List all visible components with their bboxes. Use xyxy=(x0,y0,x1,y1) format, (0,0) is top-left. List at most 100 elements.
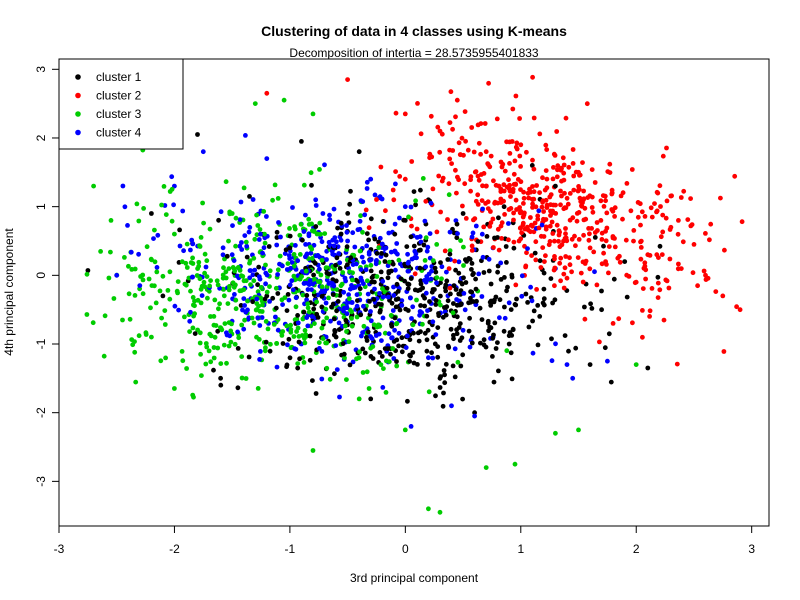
data-point-cluster-2 xyxy=(587,245,593,251)
data-point-cluster-2 xyxy=(732,173,738,179)
data-point-cluster-4 xyxy=(229,252,235,258)
data-point-cluster-2 xyxy=(542,259,547,264)
data-point-cluster-1 xyxy=(587,362,593,367)
data-point-cluster-4 xyxy=(368,309,373,314)
data-point-cluster-4 xyxy=(332,235,338,241)
data-point-cluster-1 xyxy=(374,251,380,256)
data-point-cluster-4 xyxy=(346,292,351,298)
data-point-cluster-2 xyxy=(488,209,493,214)
data-point-cluster-3 xyxy=(297,232,303,238)
data-point-cluster-1 xyxy=(398,276,404,282)
data-point-cluster-2 xyxy=(567,191,573,196)
data-point-cluster-4 xyxy=(331,281,336,287)
data-point-cluster-3 xyxy=(255,386,261,391)
data-point-cluster-1 xyxy=(502,304,507,310)
data-point-cluster-4 xyxy=(273,314,278,320)
data-point-cluster-4 xyxy=(280,302,285,307)
data-point-cluster-2 xyxy=(468,188,473,194)
data-point-cluster-2 xyxy=(475,173,481,179)
data-point-cluster-3 xyxy=(211,314,217,319)
data-point-cluster-1 xyxy=(378,308,383,313)
data-point-cluster-1 xyxy=(286,336,292,342)
data-point-cluster-3 xyxy=(287,226,292,231)
data-point-cluster-1 xyxy=(531,308,537,314)
data-point-cluster-1 xyxy=(338,220,344,226)
data-point-cluster-2 xyxy=(639,209,645,215)
data-point-cluster-2 xyxy=(518,164,523,169)
data-point-cluster-3 xyxy=(84,271,90,277)
data-point-cluster-2 xyxy=(535,216,541,222)
data-point-cluster-3 xyxy=(364,369,370,375)
data-point-cluster-2 xyxy=(453,114,458,120)
data-point-cluster-4 xyxy=(364,186,370,191)
data-point-cluster-1 xyxy=(365,329,371,335)
data-point-cluster-3 xyxy=(296,334,302,339)
data-point-cluster-3 xyxy=(361,323,367,329)
data-point-cluster-2 xyxy=(552,283,557,289)
data-point-cluster-1 xyxy=(408,234,414,240)
data-point-cluster-3 xyxy=(339,281,345,287)
data-point-cluster-4 xyxy=(376,331,382,337)
data-point-cluster-4 xyxy=(190,241,196,247)
data-point-cluster-3 xyxy=(285,261,291,266)
data-point-cluster-3 xyxy=(195,327,201,333)
data-point-cluster-2 xyxy=(495,226,501,232)
data-point-cluster-3 xyxy=(273,285,279,291)
data-point-cluster-2 xyxy=(383,208,388,214)
data-point-cluster-4 xyxy=(425,308,430,313)
data-point-cluster-2 xyxy=(560,155,566,161)
data-point-cluster-3 xyxy=(288,322,293,328)
legend-label-1: cluster 1 xyxy=(96,70,142,84)
data-point-cluster-3 xyxy=(212,334,218,340)
data-point-cluster-2 xyxy=(418,131,424,137)
data-point-cluster-3 xyxy=(190,392,196,398)
data-point-cluster-2 xyxy=(674,361,680,367)
data-point-cluster-2 xyxy=(390,187,396,193)
data-point-cluster-4 xyxy=(293,295,299,301)
data-point-cluster-2 xyxy=(448,89,454,95)
data-point-cluster-2 xyxy=(563,115,569,121)
data-point-cluster-2 xyxy=(533,204,539,210)
data-point-cluster-4 xyxy=(422,218,428,224)
data-point-cluster-3 xyxy=(169,186,175,192)
data-point-cluster-2 xyxy=(552,238,557,244)
data-point-cluster-2 xyxy=(513,93,519,99)
data-point-cluster-3 xyxy=(311,276,317,282)
data-point-cluster-1 xyxy=(445,257,451,262)
data-point-cluster-2 xyxy=(647,314,652,319)
data-point-cluster-3 xyxy=(323,265,329,271)
data-point-cluster-1 xyxy=(391,339,397,344)
data-point-cluster-2 xyxy=(345,77,350,82)
data-point-cluster-3 xyxy=(275,196,281,201)
data-point-cluster-2 xyxy=(649,286,655,291)
data-point-cluster-3 xyxy=(197,340,203,346)
data-point-cluster-2 xyxy=(594,220,600,225)
data-point-cluster-1 xyxy=(295,313,300,318)
data-point-cluster-2 xyxy=(541,218,547,223)
data-point-cluster-2 xyxy=(512,158,518,164)
data-point-cluster-3 xyxy=(312,321,317,326)
data-point-cluster-2 xyxy=(549,210,555,216)
data-point-cluster-2 xyxy=(456,140,462,146)
data-point-cluster-1 xyxy=(399,349,405,355)
data-point-cluster-1 xyxy=(454,331,460,337)
data-point-cluster-2 xyxy=(604,210,610,216)
data-point-cluster-2 xyxy=(690,270,696,276)
data-point-cluster-4 xyxy=(224,332,230,338)
data-point-cluster-2 xyxy=(681,188,687,194)
data-point-cluster-1 xyxy=(270,295,276,301)
data-point-cluster-4 xyxy=(255,315,261,321)
data-point-cluster-1 xyxy=(368,396,374,402)
data-point-cluster-3 xyxy=(342,355,347,361)
data-point-cluster-4 xyxy=(317,266,322,272)
data-point-cluster-4 xyxy=(246,229,252,235)
data-point-cluster-4 xyxy=(199,293,205,298)
data-point-cluster-4 xyxy=(336,320,342,326)
data-point-cluster-4 xyxy=(348,286,353,292)
data-point-cluster-1 xyxy=(331,316,337,322)
data-point-cluster-1 xyxy=(335,299,341,304)
data-point-cluster-3 xyxy=(223,269,229,275)
data-point-cluster-3 xyxy=(324,315,330,321)
data-point-cluster-2 xyxy=(563,231,568,237)
data-point-cluster-2 xyxy=(544,205,550,211)
